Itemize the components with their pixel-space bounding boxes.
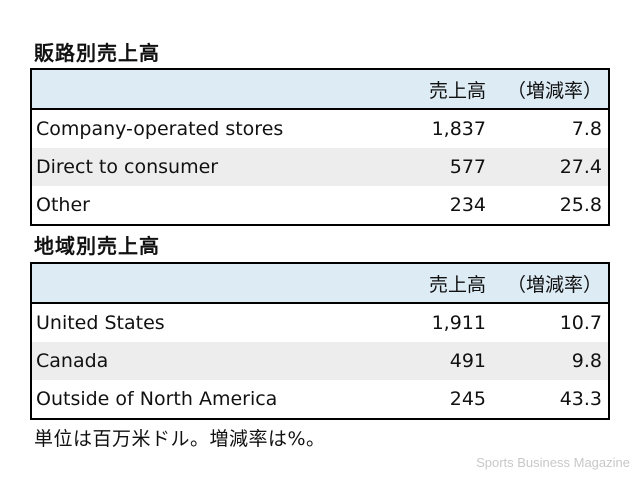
table-row: Company-operated stores 1,837 7.8 [31,109,609,148]
row-rate: 25.8 [494,186,609,225]
header-cell-sales: 売上高 [374,263,494,304]
section-title-channel: 販路別売上高 [34,41,160,65]
table-header-row: 売上高 （増減率） [31,69,609,110]
row-sales: 234 [374,186,494,225]
header-cell-name [31,69,374,110]
units-note: 単位は百万米ドル。増減率は%。 [34,428,326,450]
row-sales: 1,911 [374,303,494,342]
row-name: Company-operated stores [31,109,374,148]
header-cell-rate: （増減率） [494,69,609,110]
table-row: Direct to consumer 577 27.4 [31,148,609,186]
row-rate: 9.8 [494,342,609,380]
row-rate: 7.8 [494,109,609,148]
row-sales: 245 [374,380,494,419]
table-row: Other 234 25.8 [31,186,609,225]
table-row: United States 1,911 10.7 [31,303,609,342]
header-cell-sales: 売上高 [374,69,494,110]
row-sales: 577 [374,148,494,186]
section-title-region: 地域別売上高 [34,234,160,258]
header-cell-name [31,263,374,304]
row-sales: 1,837 [374,109,494,148]
watermark: Sports Business Magazine [476,455,630,470]
row-rate: 10.7 [494,303,609,342]
sales-by-region-table: 売上高 （増減率） United States 1,911 10.7 Canad… [30,262,610,420]
header-cell-rate: （増減率） [494,263,609,304]
row-name: Canada [31,342,374,380]
sales-by-channel-table: 売上高 （増減率） Company-operated stores 1,837 … [30,68,610,226]
table-row: Canada 491 9.8 [31,342,609,380]
table-row: Outside of North America 245 43.3 [31,380,609,419]
row-name: Direct to consumer [31,148,374,186]
row-name: Other [31,186,374,225]
row-rate: 27.4 [494,148,609,186]
row-sales: 491 [374,342,494,380]
row-rate: 43.3 [494,380,609,419]
table-header-row: 売上高 （増減率） [31,263,609,304]
row-name: Outside of North America [31,380,374,419]
row-name: United States [31,303,374,342]
